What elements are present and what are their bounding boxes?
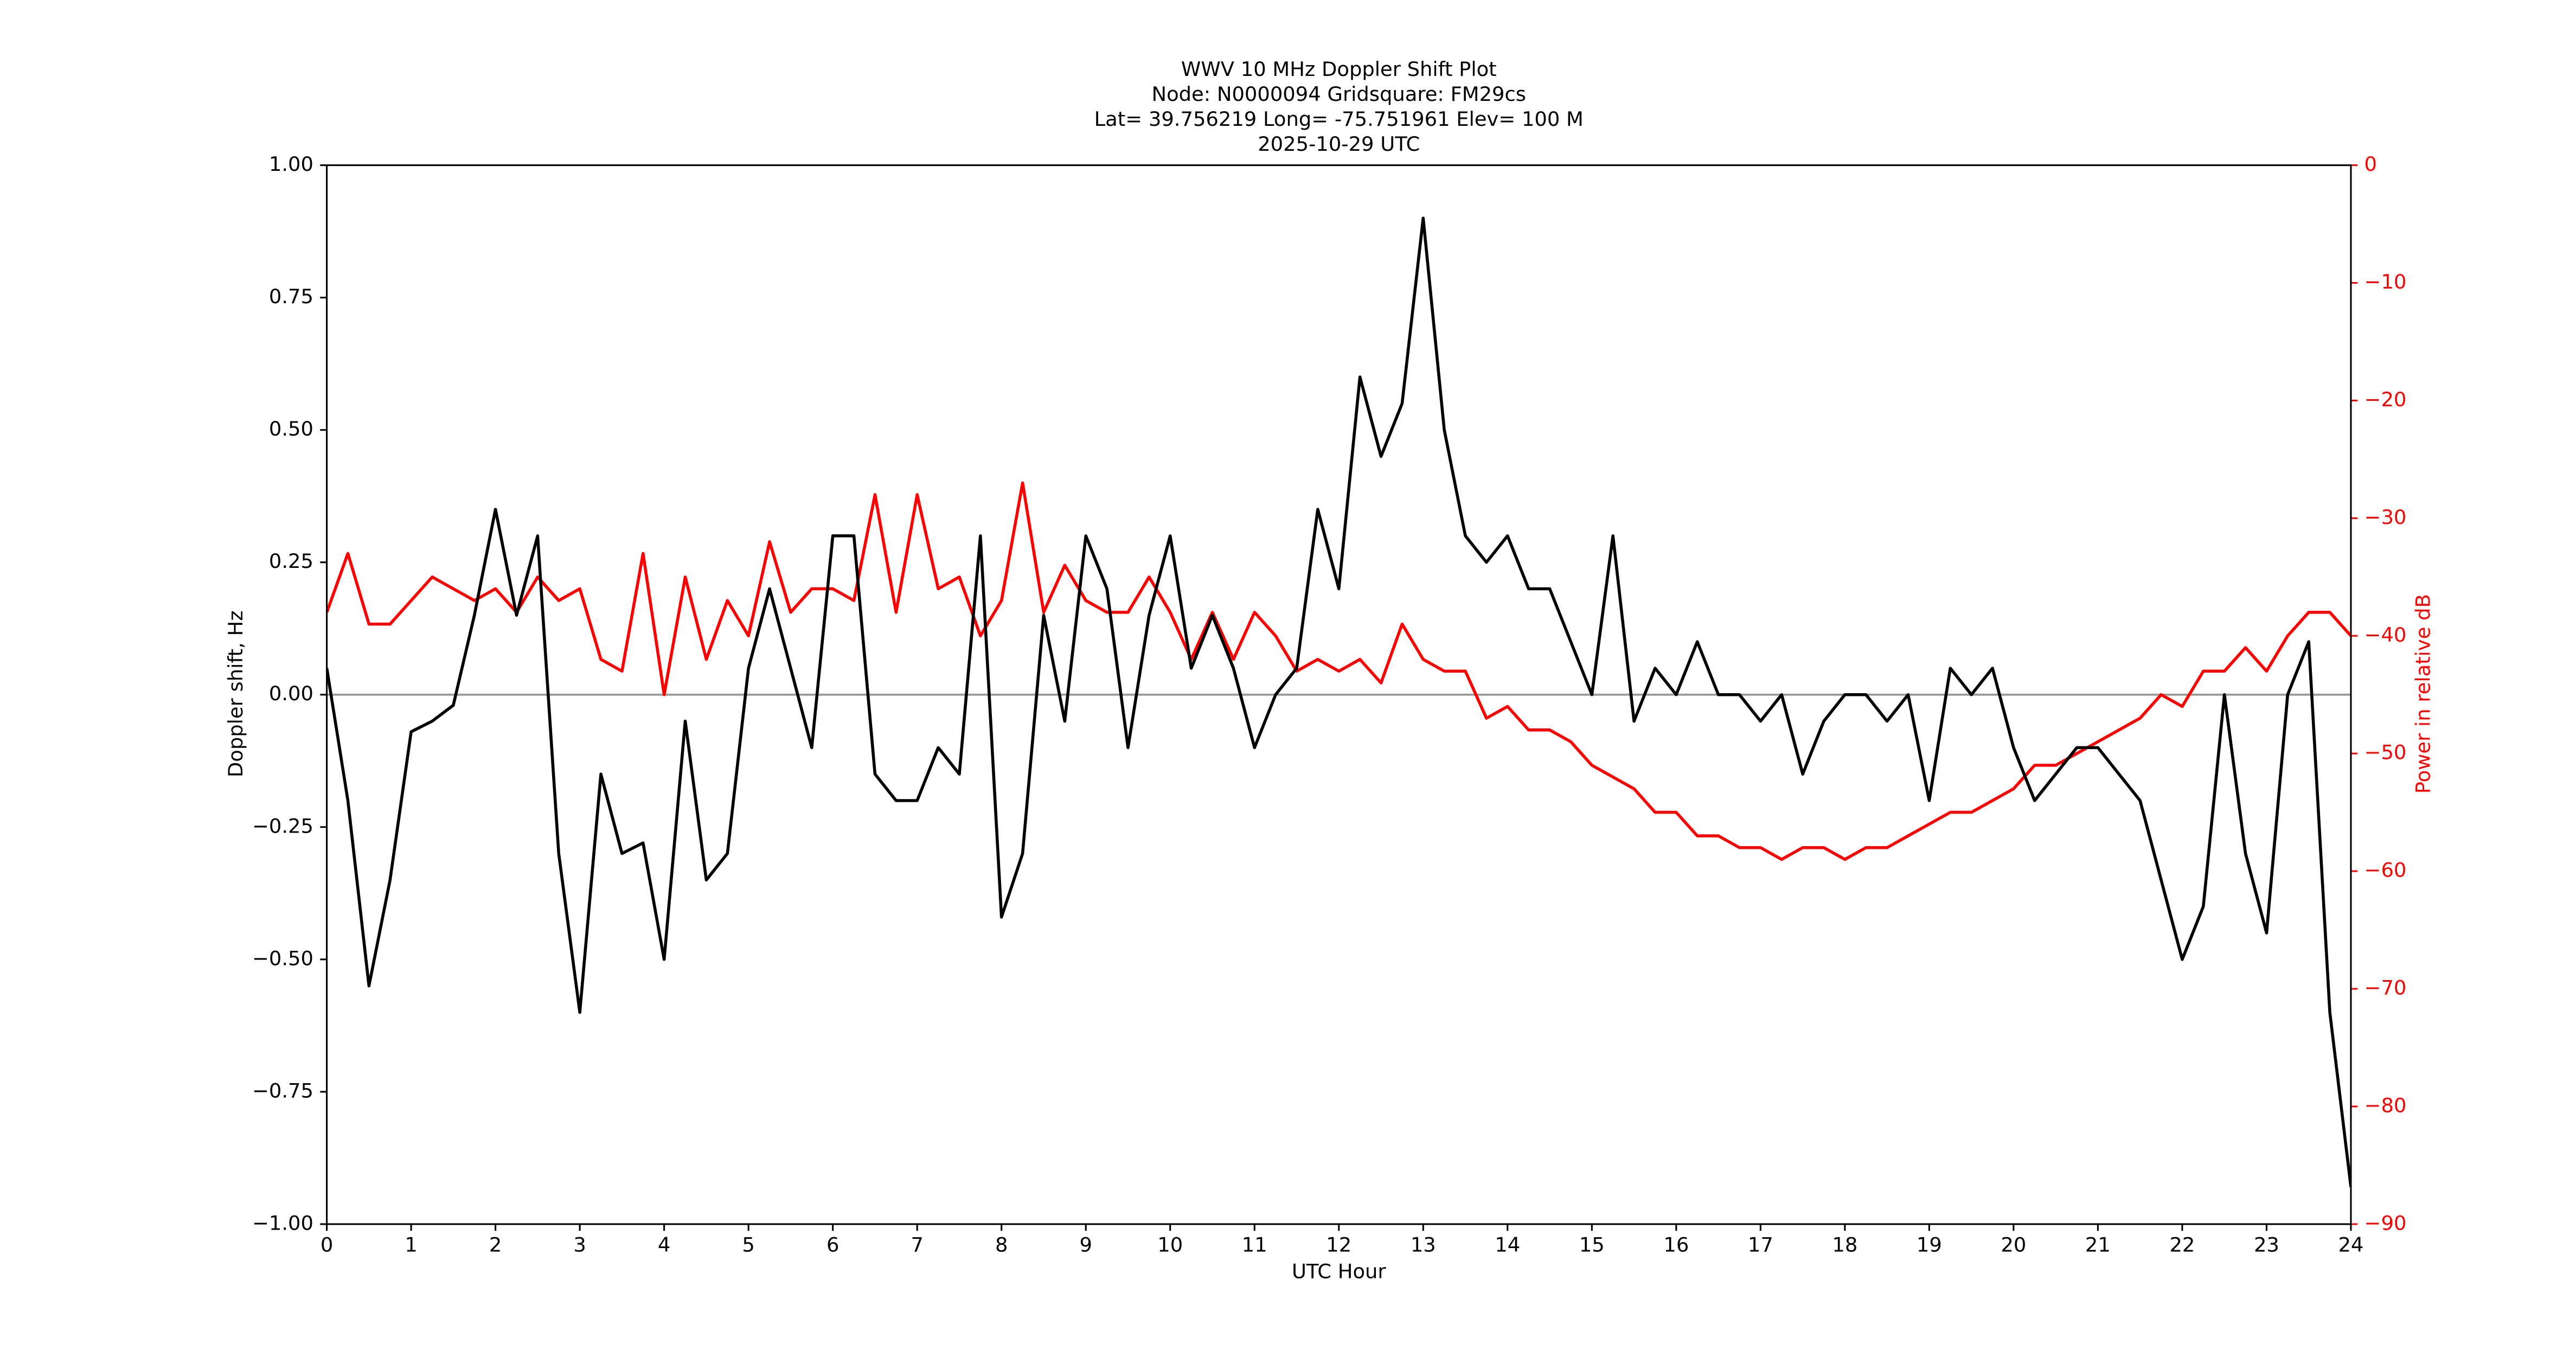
- y2-tick-label: −30: [2364, 506, 2407, 529]
- x-tick-label: 19: [1917, 1233, 1942, 1256]
- x-tick-label: 13: [1411, 1233, 1436, 1256]
- x-tick-label: 9: [1079, 1233, 1092, 1256]
- y2-tick-label: −50: [2364, 741, 2407, 764]
- y2-tick-label: −90: [2364, 1211, 2407, 1235]
- x-tick-label: 6: [826, 1233, 839, 1256]
- y-tick-label: 0.50: [269, 417, 313, 440]
- y2-tick-label: −70: [2364, 976, 2407, 1000]
- y2-tick-label: 0: [2364, 152, 2377, 176]
- x-tick-label: 4: [658, 1233, 670, 1256]
- y2-tick-label: −60: [2364, 859, 2407, 882]
- x-tick-label: 5: [742, 1233, 754, 1256]
- x-tick-label: 23: [2254, 1233, 2279, 1256]
- y2-axis-label: Power in relative dB: [2412, 594, 2435, 794]
- x-tick-label: 17: [1748, 1233, 1773, 1256]
- x-tick-label: 11: [1242, 1233, 1267, 1256]
- y-tick-label: −0.50: [252, 946, 313, 970]
- x-tick-label: 18: [1832, 1233, 1857, 1256]
- chart-title: Lat= 39.756219 Long= -75.751961 Elev= 10…: [1094, 107, 1584, 131]
- x-tick-label: 10: [1157, 1233, 1183, 1256]
- x-tick-label: 21: [2085, 1233, 2111, 1256]
- chart-title: WWV 10 MHz Doppler Shift Plot: [1181, 57, 1497, 81]
- x-tick-label: 22: [2169, 1233, 2195, 1256]
- y-tick-label: 1.00: [269, 152, 313, 176]
- x-tick-label: 7: [911, 1233, 923, 1256]
- y-tick-label: −0.25: [252, 814, 313, 837]
- y-tick-label: −0.75: [252, 1079, 313, 1102]
- x-tick-label: 14: [1495, 1233, 1520, 1256]
- y-tick-label: 0.25: [269, 549, 313, 573]
- y-tick-label: 0.00: [269, 682, 313, 705]
- y2-tick-label: −40: [2364, 623, 2407, 647]
- x-tick-label: 0: [321, 1233, 333, 1256]
- y-axis-label: Doppler shift, Hz: [224, 610, 247, 777]
- x-axis-label: UTC Hour: [1292, 1260, 1386, 1283]
- x-tick-label: 20: [2001, 1233, 2026, 1256]
- y-tick-label: −1.00: [252, 1211, 313, 1235]
- x-tick-label: 15: [1579, 1233, 1605, 1256]
- plot-frame: [326, 164, 2352, 1225]
- x-tick-label: 2: [489, 1233, 502, 1256]
- x-tick-label: 8: [995, 1233, 1008, 1256]
- chart-title: Node: N0000094 Gridsquare: FM29cs: [1152, 82, 1527, 106]
- y2-tick-label: −10: [2364, 270, 2407, 293]
- x-tick-label: 24: [2338, 1233, 2363, 1256]
- y2-tick-label: −20: [2364, 388, 2407, 411]
- x-tick-label: 1: [405, 1233, 417, 1256]
- y2-tick-label: −80: [2364, 1093, 2407, 1117]
- chart-title: 2025-10-29 UTC: [1258, 132, 1420, 156]
- x-tick-label: 3: [573, 1233, 586, 1256]
- x-tick-label: 16: [1663, 1233, 1689, 1256]
- y-tick-label: 0.75: [269, 285, 313, 308]
- series-line: [326, 216, 2351, 1187]
- series-line: [326, 481, 2351, 861]
- x-tick-label: 12: [1326, 1233, 1351, 1256]
